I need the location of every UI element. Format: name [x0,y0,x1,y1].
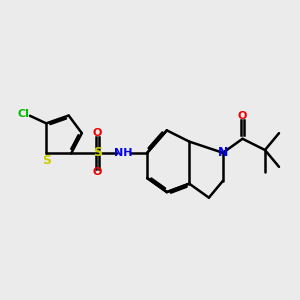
Text: S: S [93,146,102,159]
Text: N: N [218,146,228,159]
Text: O: O [93,128,102,138]
Text: O: O [93,167,102,177]
Text: S: S [42,154,51,167]
Text: NH: NH [113,148,132,158]
Text: Cl: Cl [18,110,30,119]
Text: O: O [238,111,247,121]
